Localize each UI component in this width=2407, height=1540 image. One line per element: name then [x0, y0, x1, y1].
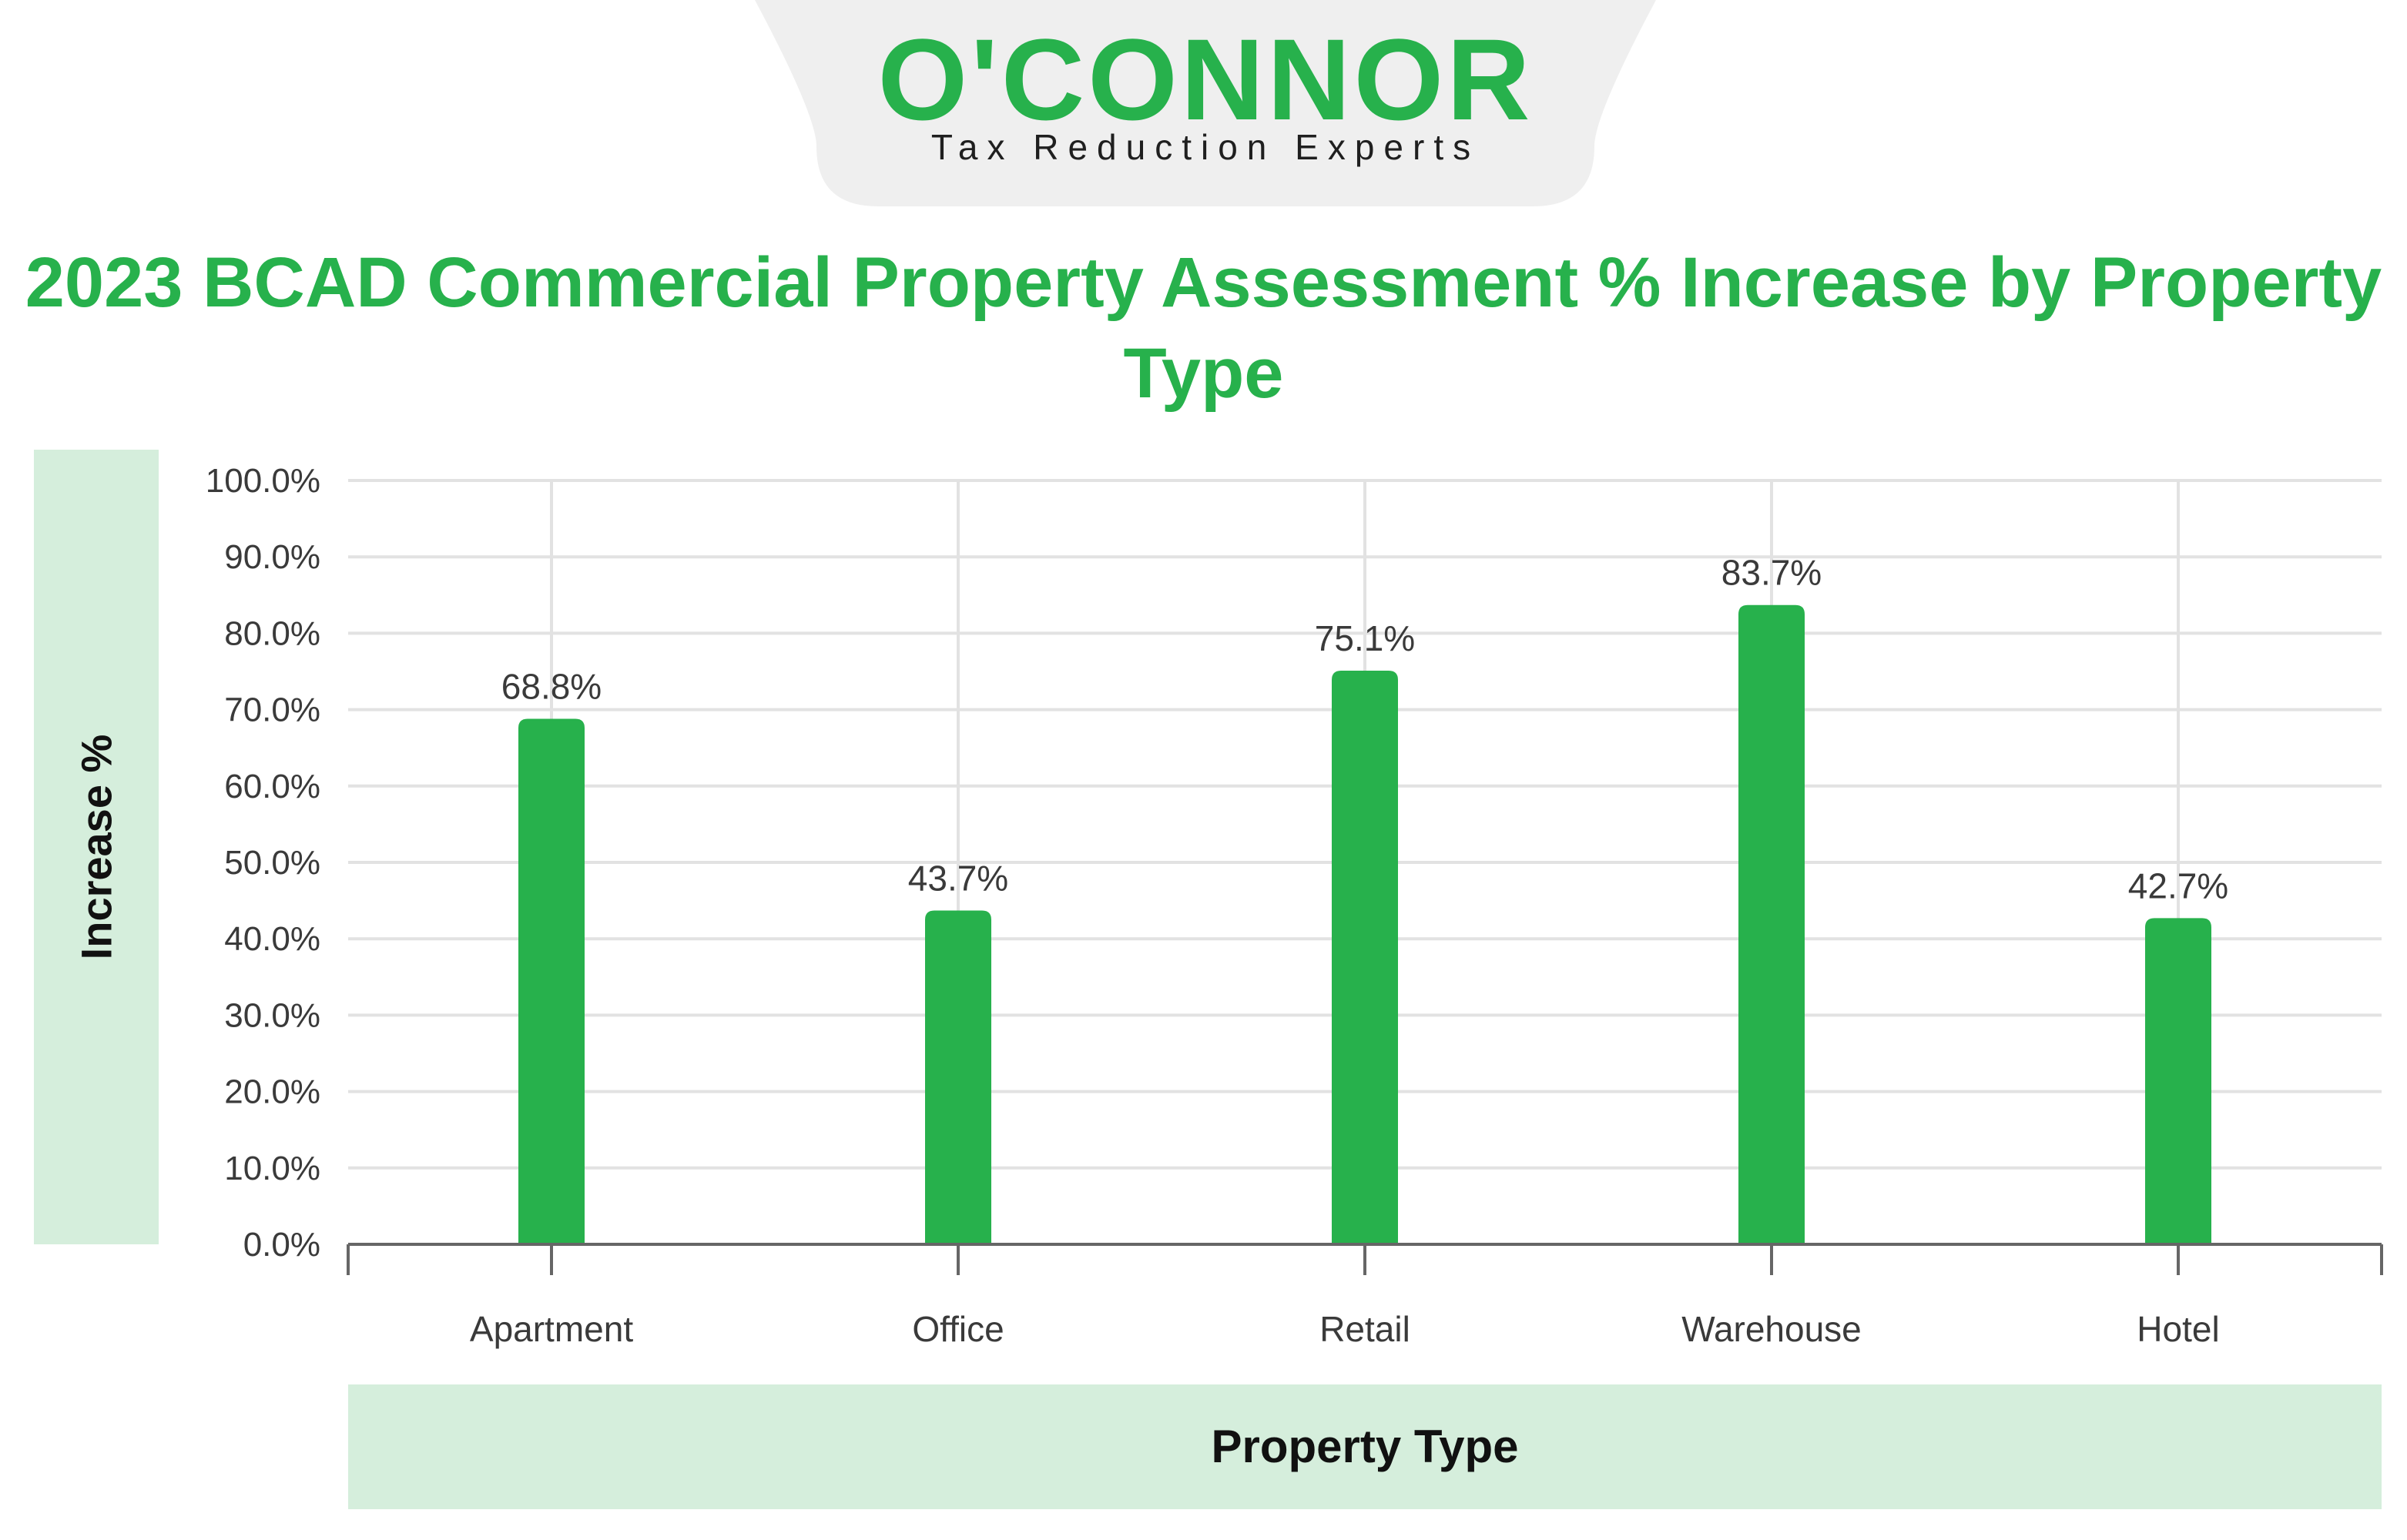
data-label: 68.8%: [501, 667, 602, 707]
x-tick-label: Office: [912, 1309, 1004, 1349]
brand-tagline: Tax Reduction Experts: [930, 127, 1480, 167]
x-tick-label: Apartment: [470, 1309, 633, 1349]
y-tick-label: 50.0%: [224, 844, 320, 882]
data-label: 75.1%: [1315, 618, 1415, 658]
logo-tab-shape: [755, 0, 1656, 206]
bar-apartment: [518, 718, 585, 1244]
chart-title: 2023 BCAD Commercial Property Assessment…: [25, 243, 2382, 413]
data-label: 42.7%: [2128, 865, 2228, 906]
y-tick-label: 80.0%: [224, 614, 320, 652]
y-tick-label: 30.0%: [224, 996, 320, 1034]
y-tick-label: 90.0%: [224, 538, 320, 576]
brand-logo-text: O'CONNOR: [877, 15, 1534, 144]
data-label: 43.7%: [908, 858, 1008, 898]
y-tick-label: 10.0%: [224, 1150, 320, 1187]
x-axis-label: Property Type: [1211, 1421, 1519, 1472]
logo-header: O'CONNOR Tax Reduction Experts: [755, 0, 1656, 206]
y-tick-label: 40.0%: [224, 920, 320, 958]
bar-hotel: [2145, 918, 2211, 1244]
x-axis-label-box: [348, 1384, 2382, 1509]
data-label: 83.7%: [1721, 553, 1822, 593]
y-tick-label: 0.0%: [243, 1226, 320, 1264]
x-tick-label: Retail: [1319, 1309, 1410, 1349]
x-tick-label: Hotel: [2137, 1309, 2219, 1349]
bar-office: [925, 910, 991, 1244]
bar-warehouse: [1738, 604, 1805, 1244]
x-tick-label: Warehouse: [1681, 1309, 1862, 1349]
bar-retail: [1332, 671, 1398, 1244]
y-axis-label-box: [34, 450, 159, 1244]
y-tick-label: 100.0%: [206, 462, 320, 500]
y-tick-label: 20.0%: [224, 1073, 320, 1111]
y-tick-label: 70.0%: [224, 691, 320, 729]
y-tick-label: 60.0%: [224, 768, 320, 805]
